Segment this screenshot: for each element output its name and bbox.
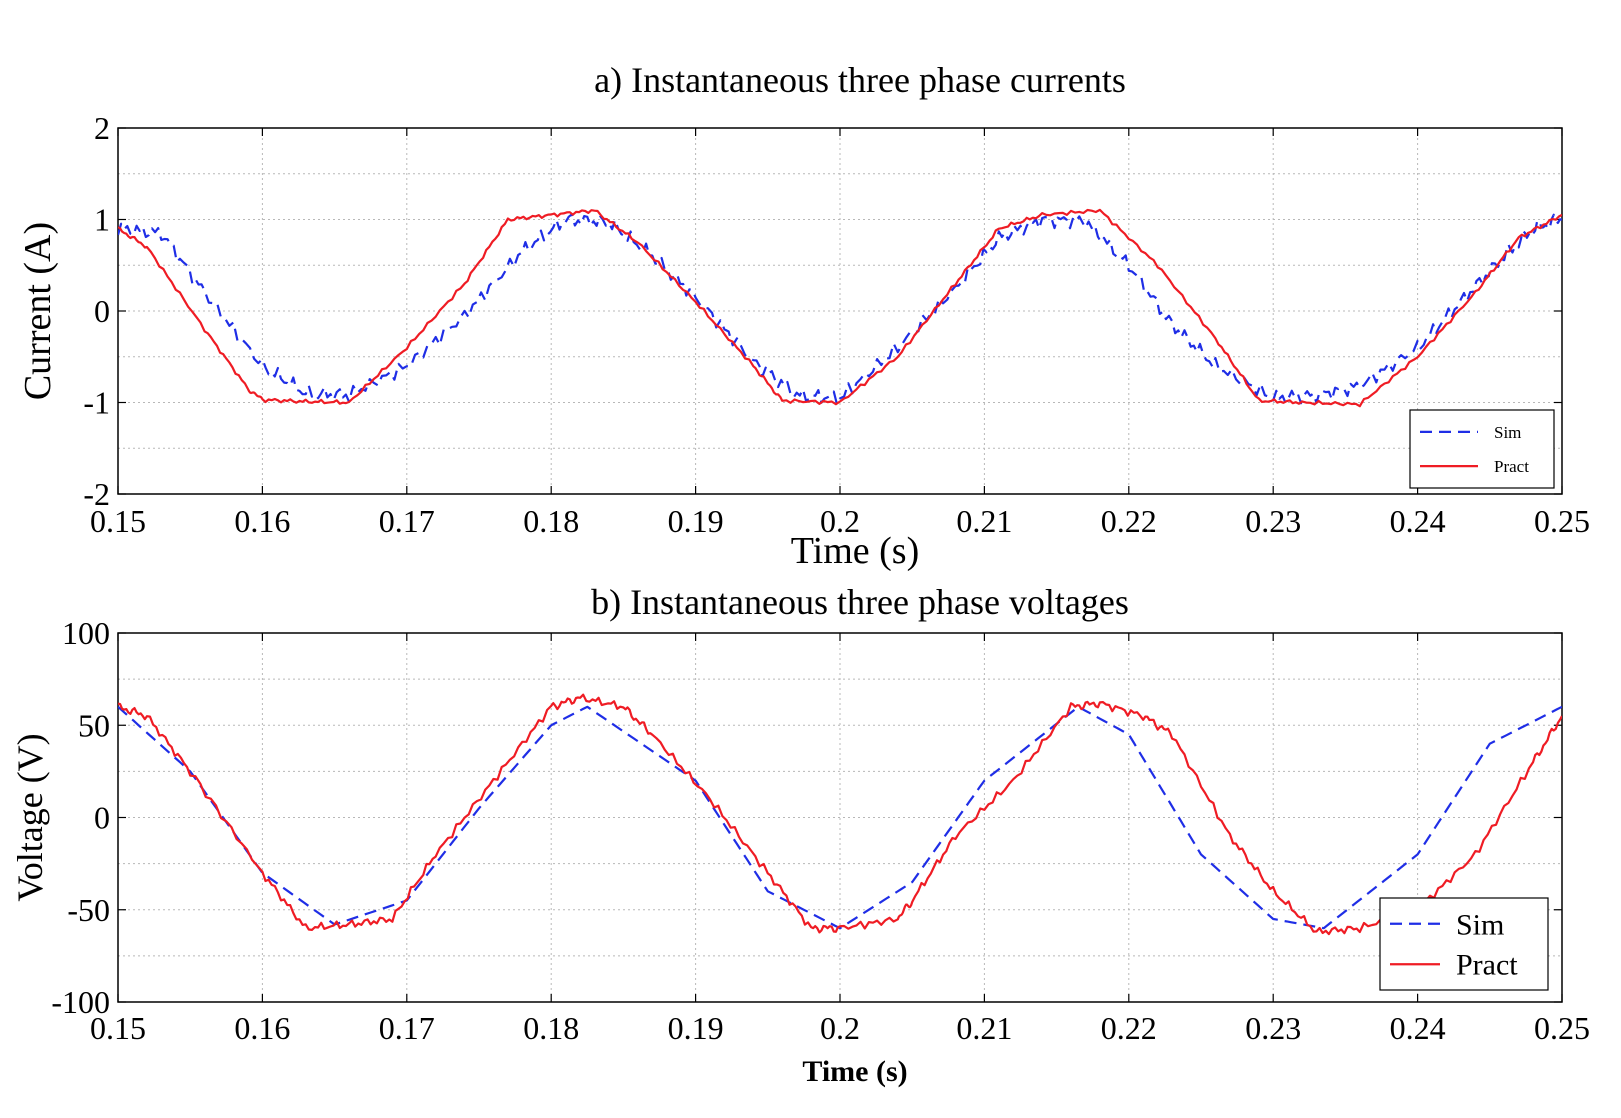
legend-voltages: Sim Pract	[1379, 897, 1549, 991]
chart-title-currents: a) Instantaneous three phase currents	[594, 60, 1126, 100]
chart-title-voltages: b) Instantaneous three phase voltages	[591, 582, 1129, 622]
y-tick-label: -1	[83, 385, 110, 421]
x-tick-label: 0.16	[234, 503, 290, 539]
legend-label-sim: Sim	[1494, 423, 1521, 442]
legend-label-pract: Pract	[1456, 949, 1518, 982]
legend-currents: Sim Pract	[1409, 409, 1555, 489]
series-line-pract-currents	[118, 208, 1562, 408]
grid-currents	[117, 127, 1563, 495]
x-tick-label: 0.19	[668, 1010, 724, 1046]
legend-label-sim: Sim	[1456, 908, 1504, 941]
y-tick-label: -100	[51, 984, 110, 1020]
series-line-pract-voltages	[118, 693, 1562, 936]
x-tick-label: 0.17	[379, 1010, 435, 1046]
legend-label-pract: Pract	[1494, 457, 1529, 476]
y-tick-label: 100	[62, 615, 110, 651]
x-tick-label: 0.15	[90, 1010, 146, 1046]
y-tick-label: 0	[94, 800, 110, 836]
y-tick-label: -2	[83, 476, 110, 512]
x-tick-label: 0.22	[1101, 503, 1157, 539]
grid-voltages	[117, 632, 1563, 1003]
y-axis-label: Voltage (V)	[10, 733, 50, 901]
x-tick-label: 0.2	[820, 503, 860, 539]
y-tick-label: 50	[78, 707, 110, 743]
y-tick-label: 2	[94, 110, 110, 146]
x-tick-label: 0.21	[956, 1010, 1012, 1046]
x-tick-label: 0.24	[1390, 1010, 1446, 1046]
x-axis-label: Time (s)	[791, 530, 919, 572]
x-tick-label: 0.23	[1245, 503, 1301, 539]
x-tick-label: 0.19	[668, 503, 724, 539]
series-line-sim-currents	[118, 213, 1562, 406]
x-tick-label: 0.16	[234, 1010, 290, 1046]
x-tick-label: 0.22	[1101, 1010, 1157, 1046]
x-tick-label: 0.21	[956, 503, 1012, 539]
chart-instantaneous-voltages: 0.15 0.16 0.17 0.18 0.19 0.2 0.21 0.22 0.23 0.24 0…	[10, 582, 1590, 1088]
x-tick-label: 0.18	[523, 1010, 579, 1046]
y-tick-label: 0	[94, 293, 110, 329]
x-tick-label: 0.25	[1534, 1010, 1590, 1046]
x-tick-label: 0.23	[1245, 1010, 1301, 1046]
x-tick-label: 0.2	[820, 1010, 860, 1046]
x-tick-label: 0.15	[90, 503, 146, 539]
x-tick-label: 0.24	[1390, 503, 1446, 539]
x-tick-label: 0.17	[379, 503, 435, 539]
chart-instantaneous-currents: 0.15 0.16 0.17 0.18 0.19 0.2 0.21 0.22 0.23 0.24 0…	[17, 60, 1590, 572]
legend-box	[1409, 409, 1555, 489]
x-tick-label: 0.18	[523, 503, 579, 539]
y-axis-label: Current (A)	[17, 222, 59, 400]
y-tick-label: 1	[94, 202, 110, 238]
y-tick-label: -50	[67, 892, 110, 928]
x-tick-label: 0.25	[1534, 503, 1590, 539]
legend-box	[1379, 897, 1549, 991]
x-axis-label: Time (s)	[802, 1055, 907, 1088]
